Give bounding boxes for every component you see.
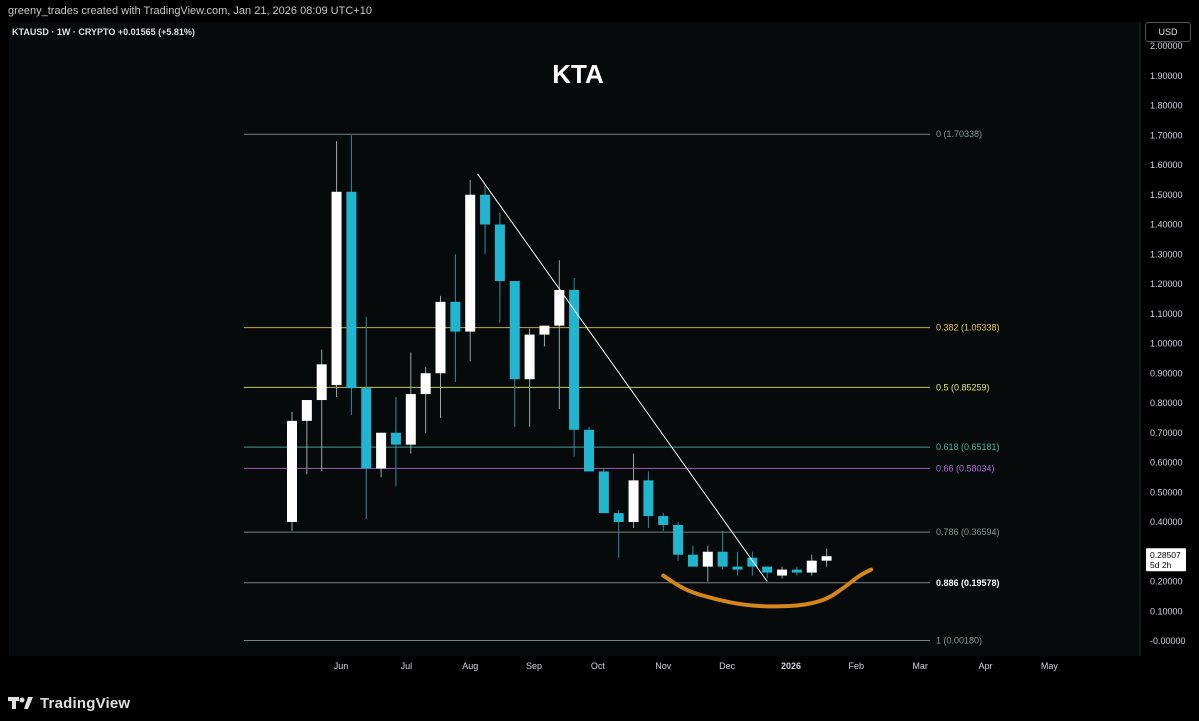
last-price-countdown: 5d 2h [1150, 560, 1172, 570]
currency-button[interactable]: USD [1145, 22, 1191, 42]
price-tick-label: 0.10000 [1150, 606, 1183, 616]
candle-body [301, 400, 312, 421]
candle-body [287, 420, 297, 522]
candle-body [316, 364, 327, 401]
cup-curve [661, 567, 874, 609]
candle-body [673, 524, 684, 555]
price-tick-label: -0.00000 [1150, 636, 1186, 646]
candle-body [821, 556, 832, 561]
tradingview-logo[interactable]: TradingView [8, 692, 130, 714]
price-tick-label: 1.20000 [1150, 279, 1183, 289]
fib-level-label: 1 (0.00180) [936, 635, 982, 645]
price-tick-label: 1.30000 [1150, 249, 1183, 259]
price-tick-label: 1.10000 [1150, 309, 1183, 319]
candle-body [732, 566, 743, 570]
candle-body [584, 429, 594, 472]
candle-body [806, 560, 817, 573]
tradingview-brand: TradingView [40, 694, 131, 712]
candle-body [376, 432, 387, 469]
drawings [477, 173, 874, 609]
price-tick-label: 1.40000 [1150, 220, 1183, 230]
price-tick-label: 1.80000 [1150, 101, 1183, 111]
price-tick-label: 1.90000 [1150, 71, 1183, 81]
fib-level-label: 0.5 (0.85259) [936, 382, 990, 392]
candle-body [450, 301, 461, 332]
price-tick-label: 0.90000 [1150, 368, 1183, 378]
candle-body [480, 194, 491, 225]
fib-level-label: 0.382 (1.05338) [936, 323, 1000, 333]
candle-body [747, 557, 758, 567]
chart-title: KTA [552, 59, 604, 89]
time-tick-label: Apr [978, 661, 992, 671]
symbol-change: +0.01565 (+5.81%) [118, 27, 195, 37]
candle-body [346, 191, 357, 389]
candle-body [331, 191, 342, 386]
time-tick-label: Nov [655, 661, 672, 671]
price-tick-label: 1.70000 [1150, 130, 1183, 140]
time-tick-label: Jun [334, 661, 349, 671]
time-tick-label: Sep [526, 661, 542, 671]
candle-body [435, 301, 446, 374]
fib-level-label: 0.66 (0.58034) [936, 463, 995, 473]
candle-body [390, 432, 401, 445]
price-tick-label: 0.80000 [1150, 398, 1183, 408]
price-tick-label: 0.70000 [1150, 428, 1183, 438]
trendline [477, 173, 768, 582]
candle-body [598, 471, 609, 514]
symbol-name: KTAUSD · 1W · CRYPTO [12, 27, 118, 37]
price-tick-label: 0.40000 [1150, 517, 1183, 527]
candle-body [420, 373, 431, 395]
price-tick-label: 1.50000 [1150, 190, 1183, 200]
candle-body [509, 281, 520, 380]
time-tick-label: Mar [912, 661, 928, 671]
price-tick-label: 0.60000 [1150, 458, 1183, 468]
chart-canvas[interactable]: 0 (1.70338) 0.382 (1.05338) 0.5 (0.85259) 0… [0, 0, 1199, 684]
candlesticks [287, 135, 832, 582]
time-tick-label: May [1041, 661, 1059, 671]
fib-retracement[interactable]: 0 (1.70338) 0.382 (1.05338) 0.5 (0.85259) 0… [244, 129, 1000, 645]
footer: TradingView [0, 684, 1199, 721]
candle-body [628, 480, 639, 522]
price-tick-label: 1.60000 [1150, 160, 1183, 170]
fib-level-label: 0.886 (0.19578) [936, 578, 1000, 588]
credit-text: greeny_trades created with TradingView.c… [8, 5, 372, 17]
credit-bar: greeny_trades created with TradingView.c… [0, 0, 1199, 22]
time-tick-label: Aug [462, 661, 478, 671]
candle-body [702, 551, 713, 567]
candle-body [361, 388, 372, 469]
candle-body [524, 334, 535, 380]
candle-body [643, 480, 654, 517]
fib-level-label: 0.618 (0.65181) [936, 442, 1000, 452]
time-tick-label: 2026 [781, 661, 801, 671]
candle-body [539, 325, 550, 335]
candle-body [613, 513, 624, 522]
tradingview-logo-icon [8, 697, 33, 709]
price-tick-label: 0.50000 [1150, 487, 1183, 497]
time-tick-label: Jul [401, 661, 413, 671]
price-tick-label: 0.20000 [1150, 577, 1183, 587]
time-tick-label: Oct [591, 661, 606, 671]
fib-level-label: 0.786 (0.36594) [936, 527, 1000, 537]
candle-body [791, 569, 802, 573]
price-tick-label: 2.00000 [1150, 41, 1183, 51]
last-price-badge [1146, 548, 1186, 572]
price-axis[interactable]: 2.00000 1.90000 1.80000 1.70000 1.60000 1.500… [1139, 22, 1186, 656]
time-tick-label: Dec [719, 661, 736, 671]
candle-body [554, 289, 565, 326]
candle-body [717, 551, 728, 567]
candle-body [465, 194, 476, 332]
time-tick-label: Feb [849, 661, 865, 671]
candle-body [777, 569, 788, 576]
candle-body [494, 224, 505, 282]
candle-body [405, 394, 416, 445]
candle-body [687, 554, 698, 567]
candle-body [762, 566, 773, 573]
symbol-info: KTAUSD · 1W · CRYPTO +0.01565 (+5.81%) [12, 27, 195, 37]
candle-body [569, 289, 580, 430]
time-axis[interactable]: Jun Jul Aug Sep Oct Nov Dec 2026 Feb Mar Apr May [334, 661, 1059, 671]
price-tick-label: 1.00000 [1150, 339, 1183, 349]
candle-body [658, 516, 669, 525]
last-price-value: 0.28507 [1150, 550, 1181, 560]
fib-level-label: 0 (1.70338) [936, 129, 982, 139]
